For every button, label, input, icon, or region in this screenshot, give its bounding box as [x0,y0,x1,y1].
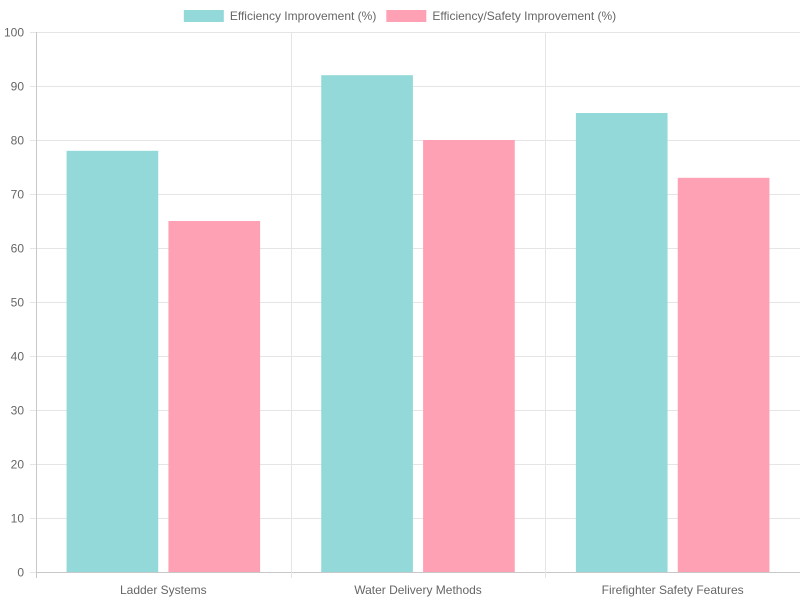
x-tick-label: Water Delivery Methods [354,583,482,597]
legend-item-efficiency-safety[interactable]: Efficiency/Safety Improvement (%) [386,9,616,23]
y-tick-label: 100 [4,26,24,40]
legend-swatch [183,10,224,22]
x-tick-label: Firefighter Safety Features [602,583,744,597]
y-tick-label: 50 [11,296,25,310]
y-tick-label: 60 [11,242,25,256]
bar-efficiency-safety-1[interactable] [423,140,515,572]
bar-efficiency-safety-2[interactable] [677,177,770,573]
bar-efficiency-0[interactable] [66,150,159,573]
legend-label: Efficiency Improvement (%) [230,9,377,23]
y-tick-label: 0 [17,566,24,580]
axis-layer: 0 10 20 30 40 50 60 70 80 90 100 Ladder Systems Wate… [4,26,744,598]
bar-efficiency-1[interactable] [321,75,413,572]
bars-layer [66,75,770,573]
y-tick-label: 90 [11,80,25,94]
legend-label: Efficiency/Safety Improvement (%) [432,9,616,23]
y-tick-label: 30 [11,404,25,418]
bar-efficiency-2[interactable] [575,113,668,572]
bar-efficiency-safety-0[interactable] [168,221,261,572]
y-tick-label: 40 [11,350,25,364]
legend-item-efficiency[interactable]: Efficiency Improvement (%) [183,9,377,23]
y-tick-label: 70 [11,188,25,202]
x-tick-label: Ladder Systems [120,583,207,597]
legend-swatch [386,10,427,22]
y-tick-label: 80 [11,134,25,148]
y-tick-label: 20 [11,458,25,472]
y-tick-label: 10 [11,512,25,526]
legend[interactable]: Efficiency Improvement (%) Efficiency/Saf… [183,9,616,23]
grid-layer [36,32,800,578]
